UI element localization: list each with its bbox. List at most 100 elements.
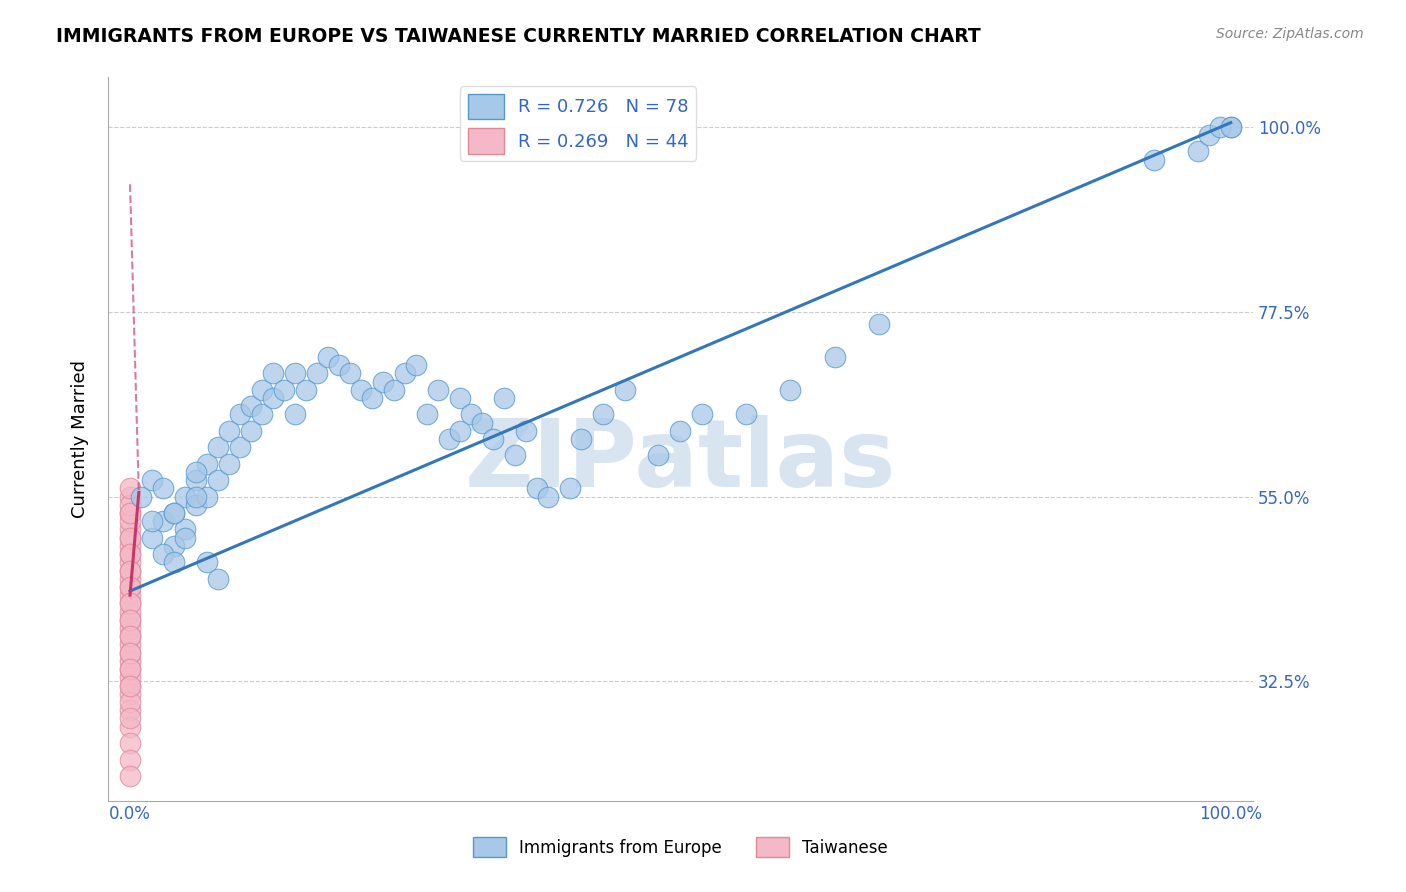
Point bbox=[868, 317, 890, 331]
Point bbox=[1209, 120, 1232, 134]
Point bbox=[118, 638, 141, 652]
Point bbox=[195, 457, 218, 471]
Point bbox=[118, 621, 141, 635]
Point bbox=[174, 523, 197, 537]
Point bbox=[184, 490, 207, 504]
Point bbox=[779, 383, 801, 397]
Point bbox=[207, 440, 229, 454]
Point bbox=[471, 416, 494, 430]
Point bbox=[526, 481, 548, 495]
Y-axis label: Currently Married: Currently Married bbox=[72, 360, 89, 518]
Point bbox=[824, 350, 846, 364]
Point bbox=[118, 629, 141, 643]
Point bbox=[295, 383, 318, 397]
Text: Source: ZipAtlas.com: Source: ZipAtlas.com bbox=[1216, 27, 1364, 41]
Point bbox=[207, 473, 229, 487]
Point bbox=[118, 736, 141, 750]
Point bbox=[129, 490, 152, 504]
Text: ZIPatlas: ZIPatlas bbox=[465, 415, 896, 507]
Point bbox=[118, 506, 141, 520]
Point bbox=[118, 547, 141, 561]
Point bbox=[118, 752, 141, 766]
Point bbox=[118, 555, 141, 569]
Point bbox=[118, 646, 141, 660]
Point bbox=[1187, 145, 1209, 159]
Point bbox=[118, 564, 141, 578]
Point bbox=[118, 662, 141, 676]
Point bbox=[163, 506, 186, 520]
Point bbox=[152, 514, 174, 528]
Point bbox=[118, 498, 141, 512]
Point bbox=[735, 408, 758, 422]
Point bbox=[184, 473, 207, 487]
Point bbox=[503, 449, 526, 463]
Point bbox=[118, 679, 141, 693]
Point bbox=[262, 366, 284, 380]
Point bbox=[339, 366, 361, 380]
Point bbox=[163, 539, 186, 553]
Point bbox=[174, 490, 197, 504]
Point bbox=[118, 596, 141, 610]
Point bbox=[669, 424, 692, 438]
Point bbox=[373, 375, 395, 389]
Point bbox=[1219, 120, 1241, 134]
Point bbox=[118, 662, 141, 676]
Point bbox=[118, 695, 141, 709]
Point bbox=[361, 391, 384, 405]
Point bbox=[614, 383, 637, 397]
Point bbox=[494, 391, 516, 405]
Point bbox=[250, 383, 273, 397]
Point bbox=[262, 391, 284, 405]
Point bbox=[118, 769, 141, 783]
Point bbox=[647, 449, 669, 463]
Point bbox=[560, 481, 582, 495]
Point bbox=[316, 350, 339, 364]
Point bbox=[394, 366, 416, 380]
Point bbox=[118, 654, 141, 668]
Point bbox=[141, 473, 163, 487]
Point bbox=[229, 408, 252, 422]
Point bbox=[350, 383, 373, 397]
Point bbox=[1143, 153, 1166, 167]
Point bbox=[382, 383, 405, 397]
Point bbox=[229, 440, 252, 454]
Point bbox=[118, 580, 141, 594]
Point bbox=[427, 383, 450, 397]
Point bbox=[273, 383, 295, 397]
Point bbox=[250, 408, 273, 422]
Point bbox=[449, 391, 471, 405]
Point bbox=[118, 580, 141, 594]
Point bbox=[118, 687, 141, 701]
Point bbox=[284, 366, 307, 380]
Point bbox=[118, 523, 141, 537]
Point bbox=[1219, 120, 1241, 134]
Point bbox=[307, 366, 329, 380]
Point bbox=[163, 555, 186, 569]
Point bbox=[118, 547, 141, 561]
Point bbox=[184, 498, 207, 512]
Point bbox=[118, 481, 141, 495]
Point bbox=[240, 399, 263, 413]
Point bbox=[449, 424, 471, 438]
Point bbox=[118, 613, 141, 627]
Point bbox=[118, 588, 141, 602]
Point bbox=[118, 531, 141, 545]
Point bbox=[118, 596, 141, 610]
Point bbox=[118, 670, 141, 684]
Point bbox=[174, 531, 197, 545]
Point bbox=[515, 424, 537, 438]
Point bbox=[240, 424, 263, 438]
Point bbox=[592, 408, 614, 422]
Point bbox=[118, 629, 141, 643]
Point bbox=[218, 457, 240, 471]
Point bbox=[537, 490, 560, 504]
Point bbox=[207, 572, 229, 586]
Point bbox=[141, 531, 163, 545]
Point bbox=[439, 432, 461, 446]
Point bbox=[195, 555, 218, 569]
Point bbox=[482, 432, 505, 446]
Point bbox=[692, 408, 714, 422]
Point bbox=[118, 564, 141, 578]
Point bbox=[218, 424, 240, 438]
Point bbox=[118, 506, 141, 520]
